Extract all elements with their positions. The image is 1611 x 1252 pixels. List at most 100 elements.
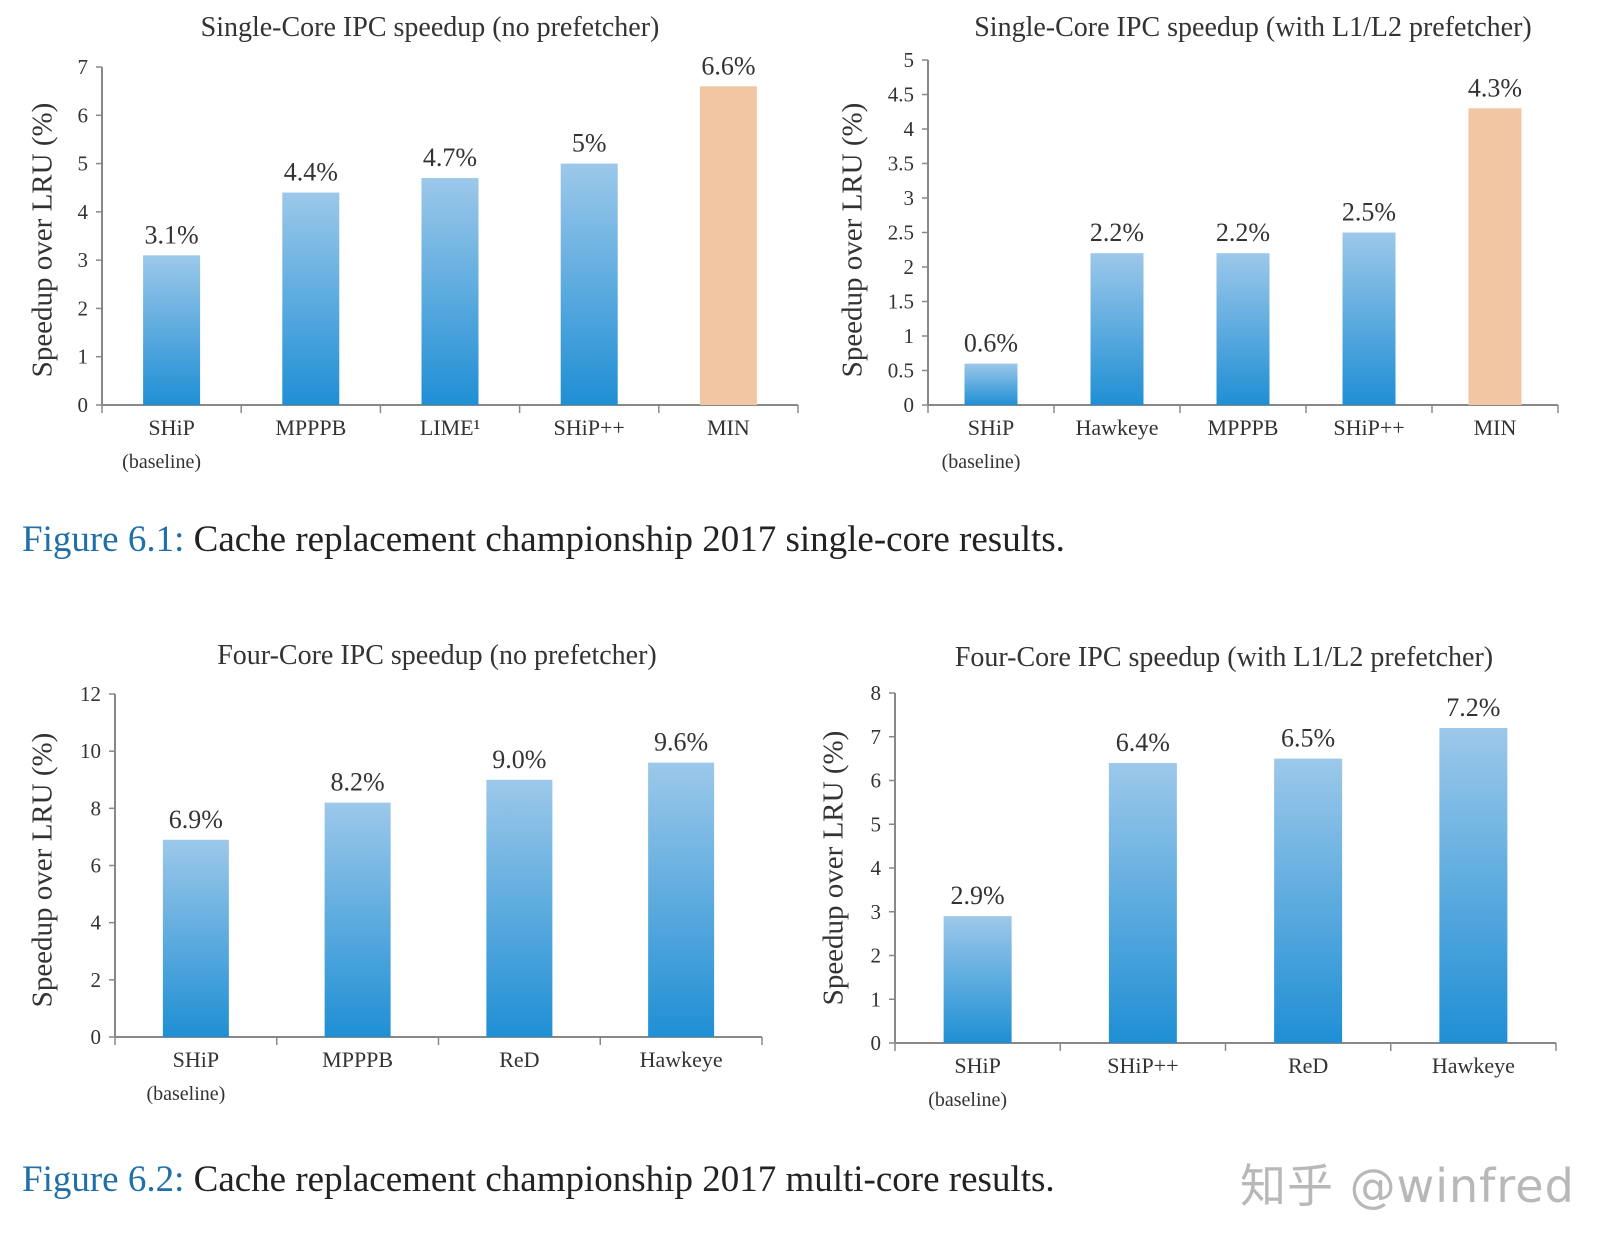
data-label: 9.6% xyxy=(654,728,708,757)
y-tick-label: 1.5 xyxy=(888,290,914,314)
x-tick-label: Hawkeye xyxy=(1075,415,1158,440)
bar-mpppb xyxy=(1216,253,1270,405)
data-label: 2.2% xyxy=(1216,218,1270,247)
chart-title: Single-Core IPC speedup (no prefetcher) xyxy=(201,12,660,43)
x-tick-label: SHiP xyxy=(954,1053,1000,1078)
x-tick-label: SHiP xyxy=(173,1047,219,1072)
data-label: 4.3% xyxy=(1468,73,1522,102)
y-tick-label: 1 xyxy=(904,324,915,348)
data-label: 2.9% xyxy=(951,881,1005,910)
y-tick-label: 0 xyxy=(871,1031,882,1055)
data-label: 5% xyxy=(572,129,607,158)
chart-title: Four-Core IPC speedup (with L1/L2 prefet… xyxy=(955,642,1493,673)
bar-ship- xyxy=(560,163,618,405)
y-tick-label: 2 xyxy=(871,944,882,968)
bar-mpppb xyxy=(282,192,340,405)
x-tick-sublabel: (baseline) xyxy=(942,451,1021,473)
data-label: 6.6% xyxy=(701,51,755,80)
x-tick-label: MPPPB xyxy=(1208,415,1279,440)
y-tick-label: 4 xyxy=(871,856,882,880)
y-tick-label: 7 xyxy=(78,55,89,79)
y-tick-label: 1 xyxy=(78,345,89,369)
x-tick-sublabel: (baseline) xyxy=(928,1089,1007,1111)
data-label: 0.6% xyxy=(964,329,1018,358)
y-tick-label: 6 xyxy=(91,854,102,878)
y-tick-label: 4 xyxy=(78,200,89,224)
caption-label: Figure 6.2: xyxy=(22,1159,185,1200)
y-tick-label: 0.5 xyxy=(888,359,914,383)
caption-label: Figure 6.1: xyxy=(22,519,185,560)
y-tick-label: 3 xyxy=(78,248,89,272)
y-tick-label: 6 xyxy=(78,103,89,127)
figure-6-2-caption: Figure 6.2: Cache replacement championsh… xyxy=(22,1158,1055,1201)
data-label: 4.7% xyxy=(423,143,477,172)
bar-hawkeye xyxy=(1090,253,1144,405)
data-label: 7.2% xyxy=(1446,693,1500,722)
data-label: 6.5% xyxy=(1281,724,1335,753)
y-tick-label: 8 xyxy=(91,796,102,820)
bar-ship xyxy=(943,916,1012,1043)
caption-text: Cache replacement championship 2017 sing… xyxy=(184,519,1065,560)
bar-ship xyxy=(964,363,1018,405)
x-tick-label: Hawkeye xyxy=(1432,1053,1515,1078)
y-tick-label: 3.5 xyxy=(888,152,914,176)
x-tick-label: MPPPB xyxy=(275,415,346,440)
y-axis-label: Speedup over LRU (%) xyxy=(818,731,850,1006)
bar-red xyxy=(1274,758,1343,1043)
x-tick-label: Hawkeye xyxy=(640,1047,723,1072)
data-label: 9.0% xyxy=(492,745,546,774)
x-tick-label: ReD xyxy=(499,1047,539,1072)
y-tick-label: 5 xyxy=(78,152,89,176)
y-tick-label: 10 xyxy=(80,739,101,763)
y-tick-label: 4.5 xyxy=(888,83,914,107)
watermark: 知乎 @winfred xyxy=(1240,1159,1575,1213)
y-tick-label: 5 xyxy=(871,812,882,836)
y-tick-label: 4 xyxy=(904,117,915,141)
x-tick-label: SHiP++ xyxy=(1107,1053,1178,1078)
y-tick-label: 2 xyxy=(78,296,89,320)
bar-hawkeye xyxy=(1439,728,1508,1043)
y-tick-label: 3 xyxy=(871,900,882,924)
caption-text: Cache replacement championship 2017 mult… xyxy=(184,1159,1055,1200)
y-tick-label: 7 xyxy=(871,725,882,749)
data-label: 8.2% xyxy=(331,768,385,797)
bar-hawkeye xyxy=(648,762,715,1037)
x-tick-label: SHiP xyxy=(968,415,1014,440)
chart-title: Four-Core IPC speedup (no prefetcher) xyxy=(217,640,657,671)
chart-title: Single-Core IPC speedup (with L1/L2 pref… xyxy=(974,12,1532,43)
y-tick-label: 2 xyxy=(904,255,915,279)
bar-lime- xyxy=(421,178,479,405)
y-tick-label: 3 xyxy=(904,186,915,210)
x-tick-label: LIME¹ xyxy=(420,415,480,440)
bar-mpppb xyxy=(324,802,391,1037)
bar-min xyxy=(699,86,757,406)
y-tick-label: 8 xyxy=(871,681,882,705)
bar-ship- xyxy=(1108,763,1177,1043)
data-label: 6.9% xyxy=(169,805,223,834)
figure-6-1-caption: Figure 6.1: Cache replacement championsh… xyxy=(22,518,1065,561)
y-tick-label: 0 xyxy=(91,1025,102,1049)
y-tick-label: 4 xyxy=(91,911,102,935)
bar-ship xyxy=(162,839,229,1037)
data-label: 2.5% xyxy=(1342,198,1396,227)
x-tick-label: SHiP xyxy=(148,415,194,440)
y-tick-label: 12 xyxy=(80,682,101,706)
y-axis-label: Speedup over LRU (%) xyxy=(837,103,869,378)
x-tick-sublabel: (baseline) xyxy=(146,1083,225,1105)
data-label: 4.4% xyxy=(284,158,338,187)
y-tick-label: 6 xyxy=(871,769,882,793)
y-axis-label: Speedup over LRU (%) xyxy=(27,103,59,378)
y-tick-label: 0 xyxy=(904,393,915,417)
y-tick-label: 2.5 xyxy=(888,221,914,245)
x-tick-label: MIN xyxy=(707,415,750,440)
x-tick-label: SHiP++ xyxy=(554,415,625,440)
x-tick-label: SHiP++ xyxy=(1333,415,1404,440)
y-tick-label: 1 xyxy=(871,987,882,1011)
bar-ship- xyxy=(1342,232,1396,405)
y-axis-label: Speedup over LRU (%) xyxy=(27,733,59,1008)
data-label: 2.2% xyxy=(1090,218,1144,247)
x-tick-label: MIN xyxy=(1474,415,1517,440)
bar-ship xyxy=(143,255,201,405)
x-tick-label: ReD xyxy=(1288,1053,1328,1078)
y-tick-label: 0 xyxy=(78,393,89,417)
